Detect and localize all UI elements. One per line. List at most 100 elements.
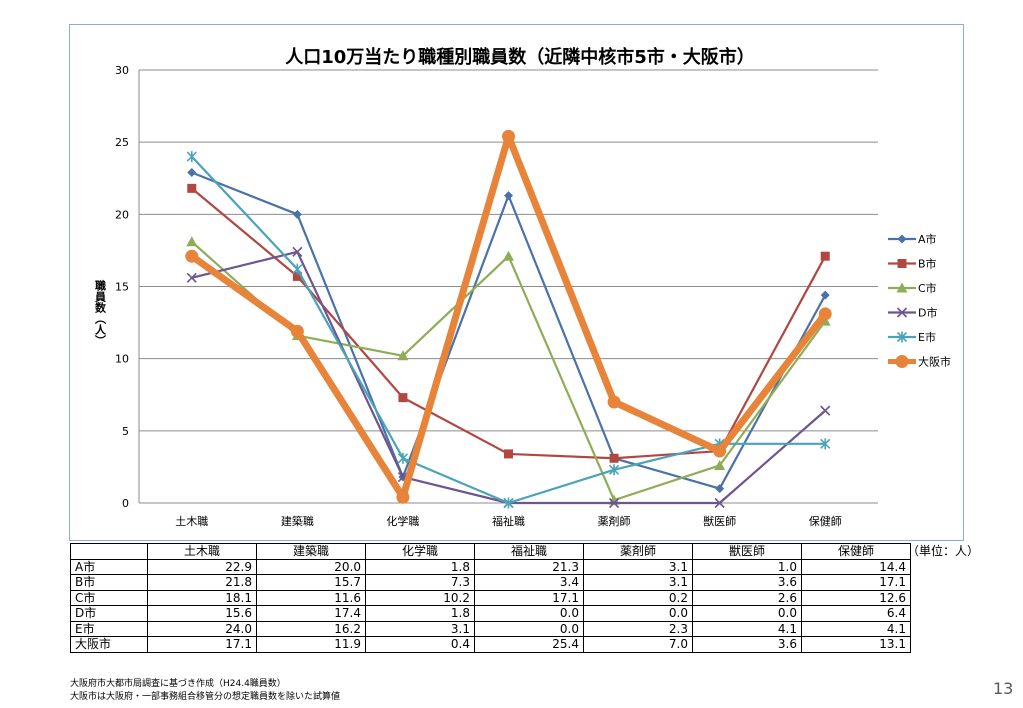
table-cell: 3.6: [692, 636, 802, 653]
table-cell: 17.1: [474, 589, 584, 606]
data-table: 土木職 建築職 化学職 福祉職 薬剤師 獣医師 保健師 A市 22.9 20.0 1.8 21.3 3…: [70, 543, 911, 653]
x-tick-label: 獣医師: [703, 514, 736, 528]
table-column-header: 獣医師: [692, 543, 802, 560]
table-row-label: C市: [70, 589, 148, 606]
data-point: [502, 129, 515, 143]
line-chart: 人口10万当たり職種別職員数（近隣中核市5市・大阪市） 0 5 10 15 20 25 30 職…: [94, 46, 952, 528]
data-point: [714, 497, 725, 509]
table-cell: 17.4: [256, 605, 366, 622]
table-cell: 12.6: [801, 589, 911, 606]
table-cell: 4.1: [692, 620, 802, 637]
table-cell: 13.1: [801, 636, 911, 653]
page-number: 13: [993, 679, 1014, 698]
table-row: 大阪市 17.1 11.9 0.4 25.4 7.0 3.6 13.1: [70, 636, 911, 653]
data-point: [292, 263, 303, 275]
series-line: [190, 240, 827, 502]
table-row-label: B市: [70, 574, 148, 591]
data-point: [186, 236, 198, 247]
table-cell: 21.3: [474, 558, 584, 575]
table-cell: 1.8: [365, 558, 475, 575]
table-header-row: 土木職 建築職 化学職 福祉職 薬剤師 獣医師 保健師: [70, 543, 911, 560]
table-corner-cell: [70, 543, 148, 560]
x-tick-label: 保健師: [809, 514, 842, 528]
table-row-label: A市: [70, 558, 148, 575]
table-row-label: E市: [70, 620, 148, 637]
legend-label: E市: [918, 330, 936, 344]
data-point: [396, 490, 410, 504]
data-point: [292, 246, 303, 257]
table-cell: 2.3: [583, 620, 693, 637]
table-cell: 11.9: [256, 636, 366, 653]
table-column-header: 保健師: [801, 543, 911, 560]
calculation-note: 大阪市は大阪府・一部事務組合移管分の想定職員数を除いた試算値: [70, 692, 341, 702]
data-point: [503, 250, 514, 261]
table-cell: 3.1: [365, 620, 475, 637]
table-cell: 0.0: [692, 605, 802, 622]
table-cell: 10.2: [365, 589, 475, 606]
table-cell: 11.6: [256, 589, 366, 606]
table-row: B市 21.8 15.7 7.3 3.4 3.1 3.6 17.1: [70, 574, 911, 591]
data-point: [186, 151, 197, 163]
legend-label: B市: [918, 257, 937, 271]
data-point: [715, 484, 725, 494]
table-cell: 21.8: [147, 574, 257, 591]
legend-label: D市: [918, 306, 937, 320]
x-tick-label: 土木職: [175, 515, 208, 528]
x-tick-label: 化学職: [386, 514, 419, 528]
table-cell: 1.8: [365, 605, 475, 622]
data-point: [292, 209, 302, 219]
table-cell: 3.6: [692, 574, 802, 591]
y-tick-label: 30: [115, 64, 129, 77]
table-row-label: 大阪市: [70, 636, 148, 653]
table-cell: 17.1: [147, 636, 257, 653]
data-point: [292, 271, 302, 281]
table-row: E市 24.0 16.2 3.1 0.0 2.3 4.1 4.1: [70, 620, 911, 637]
data-point: [607, 395, 621, 409]
y-tick-label: 15: [115, 281, 129, 294]
table-cell: 3.1: [583, 574, 693, 591]
x-tick-label: 建築職: [281, 514, 314, 528]
table-cell: 3.1: [583, 558, 693, 575]
legend-marker: [897, 234, 907, 244]
table-cell: 2.6: [692, 589, 802, 606]
y-axis-label: 職員数（人）: [94, 279, 108, 346]
chart-title: 人口10万当たり職種別職員数（近隣中核市5市・大阪市）: [285, 46, 755, 68]
legend-marker: [896, 307, 908, 318]
table-cell: 24.0: [147, 620, 257, 637]
source-note: 大阪府市大都市局調査に基づき作成（H24.4職員数）: [70, 679, 286, 689]
legend-marker: [897, 259, 907, 268]
table-cell: 0.0: [583, 605, 693, 622]
data-point: [609, 453, 619, 463]
y-tick-label: 25: [115, 136, 129, 149]
legend-label: 大阪市: [918, 355, 951, 369]
table-cell: 0.0: [474, 605, 584, 622]
unit-label: （単位：人）: [907, 544, 980, 558]
table-row: C市 18.1 11.6 10.2 17.1 0.2 2.6 12.6: [70, 589, 911, 606]
data-point: [187, 183, 197, 193]
data-point: [290, 324, 304, 338]
x-tick-label: 福祉職: [492, 514, 525, 528]
table-cell: 16.2: [256, 620, 366, 637]
data-point: [609, 464, 620, 476]
legend-marker: [896, 282, 908, 293]
y-tick-label: 20: [115, 208, 129, 221]
table-cell: 4.1: [801, 620, 911, 637]
data-point: [820, 438, 831, 450]
table-column-header: 化学職: [365, 543, 475, 560]
data-point: [186, 272, 197, 283]
legend-marker: [896, 331, 908, 343]
data-point: [504, 449, 513, 459]
data-point: [503, 497, 514, 509]
table-row: A市 22.9 20.0 1.8 21.3 3.1 1.0 14.4: [70, 558, 911, 575]
table-cell: 1.0: [692, 558, 802, 575]
table-cell: 0.4: [365, 636, 475, 653]
table-column-header: 薬剤師: [583, 543, 693, 560]
table-row: D市 15.6 17.4 1.8 0.0 0.0 0.0 6.4: [70, 605, 911, 622]
data-point: [185, 249, 199, 263]
table-cell: 0.0: [474, 620, 584, 637]
chart-container: 人口10万当たり職種別職員数（近隣中核市5市・大阪市） 0 5 10 15 20 25 30 職…: [69, 24, 964, 541]
data-point: [187, 167, 197, 177]
table-cell: 0.2: [583, 589, 693, 606]
series-line: [190, 250, 827, 505]
table-cell: 3.4: [474, 574, 584, 591]
